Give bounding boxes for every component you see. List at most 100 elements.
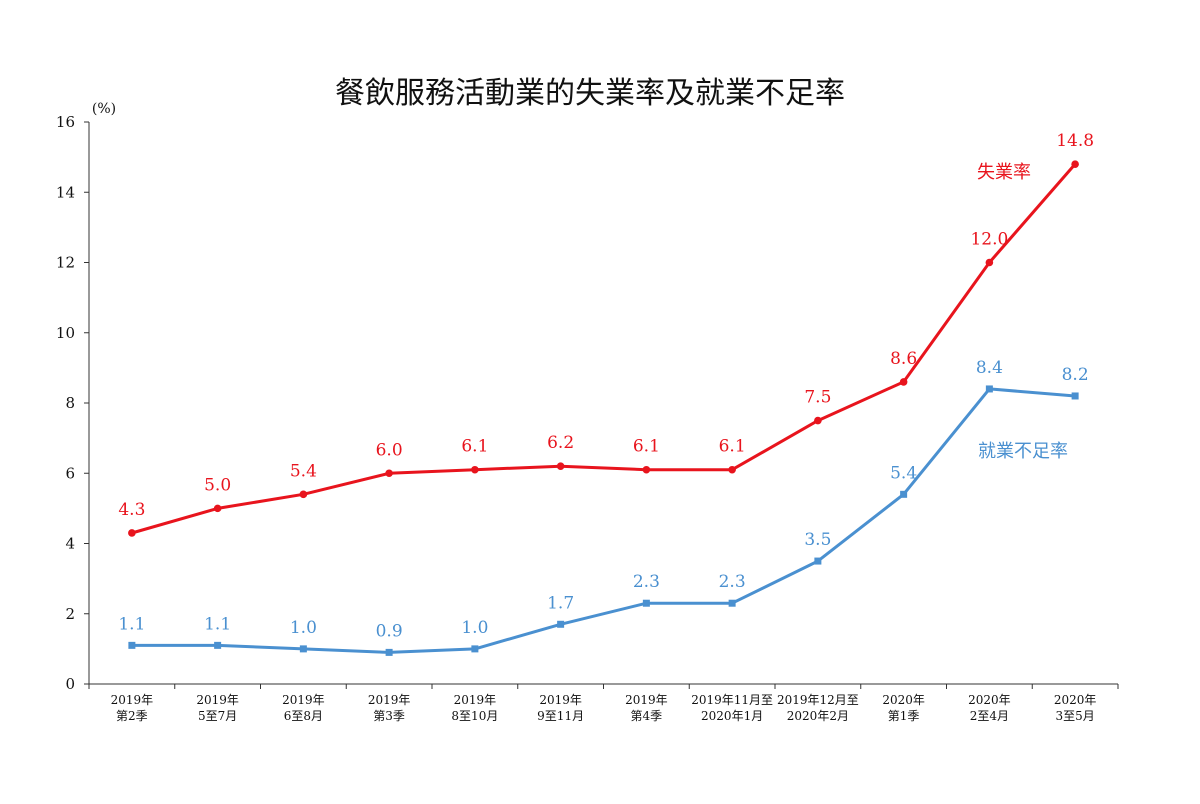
x-tick-label-line: 2019年: [111, 693, 154, 707]
data-label: 12.0: [970, 230, 1008, 250]
data-label: 1.1: [118, 614, 145, 634]
y-tick-label: 14: [56, 183, 75, 201]
data-point: [642, 465, 651, 474]
x-tick-label-line: 2019年: [368, 693, 411, 707]
x-tick-label-line: 2至4月: [970, 709, 1009, 723]
data-point: [728, 465, 736, 474]
series-line-1: [131, 387, 1076, 654]
series-line-0: [131, 163, 1077, 535]
data-point: [128, 529, 136, 537]
x-tick-label-line: 2020年1月: [701, 709, 763, 723]
x-tick-label-line: 2020年: [882, 693, 925, 707]
data-point: [728, 599, 736, 607]
y-tick-label: 8: [65, 394, 75, 412]
x-tick-label-line: 8至10月: [451, 709, 498, 723]
data-label: 0.9: [376, 621, 403, 641]
data-label: 6.2: [547, 433, 574, 453]
data-label: 6.1: [633, 437, 660, 457]
data-label: 1.1: [204, 614, 231, 634]
data-label: 1.0: [461, 618, 488, 638]
x-tick-label: 2019年第4季: [625, 693, 668, 723]
data-label: 8.6: [890, 349, 917, 369]
data-label: 6.1: [719, 437, 746, 457]
x-tick-label-line: 9至11月: [537, 709, 584, 723]
x-tick-label: 2019年第2季: [111, 693, 154, 723]
y-tick-label: 10: [56, 324, 75, 342]
x-tick-label-line: 2019年: [282, 693, 325, 707]
data-point: [814, 557, 822, 565]
data-point: [556, 462, 565, 471]
data-point: [1071, 160, 1079, 168]
data-point: [1071, 392, 1079, 400]
x-tick-label: 2020年 2至4月: [968, 693, 1011, 723]
x-tick-label-line: 2019年: [454, 693, 497, 707]
data-label: 2.3: [633, 572, 660, 592]
data-label: 4.3: [118, 500, 145, 520]
x-tick-label-line: 2020年: [1054, 693, 1097, 707]
chart-title: 餐飲服務活動業的失業率及就業不足率: [335, 76, 845, 111]
x-tick-label: 2020年第1季: [882, 693, 925, 723]
series-label-unemployment: 失業率: [977, 162, 1031, 183]
x-tick-label: 2019年11月至 2020年1月: [691, 693, 773, 723]
x-tick-label-line: 5至7月: [198, 709, 237, 723]
x-tick-label-line: 2020年2月: [787, 709, 849, 723]
x-tick-label-line: 第3季: [373, 709, 405, 723]
x-tick-label-line: 2019年12月至: [777, 693, 859, 707]
data-point: [299, 645, 307, 653]
y-axis-unit: (%): [92, 101, 116, 117]
data-point: [557, 620, 565, 628]
data-label: 6.0: [376, 440, 403, 460]
data-point: [214, 641, 222, 649]
data-point: [128, 641, 136, 649]
y-tick-label: 0: [65, 675, 75, 693]
data-label: 3.5: [804, 530, 831, 550]
data-point: [385, 469, 393, 478]
data-point: [471, 465, 479, 474]
data-label: 14.8: [1056, 131, 1094, 151]
data-label: 1.0: [290, 618, 317, 638]
x-tick-label-line: 第2季: [116, 709, 148, 723]
data-label: 6.1: [461, 437, 488, 457]
data-point: [985, 385, 993, 393]
x-tick-label-line: 2019年11月至: [691, 693, 773, 707]
data-label: 5.4: [290, 461, 317, 481]
data-point: [900, 490, 908, 498]
data-label: 8.2: [1062, 365, 1089, 385]
data-point: [899, 378, 908, 386]
x-tick-label: 2019年 8至10月: [451, 693, 498, 723]
data-label: 1.7: [547, 593, 574, 613]
x-tick-label: 2019年 5至7月: [196, 693, 239, 723]
data-label: 7.5: [804, 388, 831, 408]
data-point: [385, 648, 393, 656]
data-point: [471, 645, 479, 653]
y-tick-label: 16: [56, 113, 75, 131]
x-tick-label: 2019年第3季: [368, 693, 411, 723]
x-tick-label: 2019年12月至 2020年2月: [777, 693, 859, 723]
x-tick-label-line: 第1季: [888, 709, 920, 723]
x-tick-label-line: 6至8月: [284, 709, 323, 723]
series-layer: 4.3 5.0 5.4 6.0 6.1 6.2 6.1 6.1 7.5 8.6 12.0 14.8 1.…: [118, 131, 1094, 656]
data-point: [814, 416, 822, 425]
x-tick-label: 2020年 3至5月: [1054, 693, 1097, 723]
series-label-underemployment: 就業不足率: [978, 441, 1068, 462]
data-label: 5.0: [204, 475, 231, 495]
x-tick-label-line: 2019年: [196, 693, 239, 707]
y-tick-label: 12: [56, 254, 75, 272]
data-label: 2.3: [719, 572, 746, 592]
y-tick-label: 4: [65, 535, 75, 553]
x-tick-label: 2019年 6至8月: [282, 693, 325, 723]
x-tick-label-line: 第4季: [631, 709, 663, 723]
data-label: 5.4: [890, 463, 917, 483]
data-point: [299, 490, 308, 499]
data-point: [642, 599, 650, 607]
y-tick-label: 2: [65, 605, 75, 623]
y-tick-label: 6: [65, 464, 75, 482]
x-tick-label: 2019年 9至11月: [537, 693, 584, 723]
data-point: [985, 258, 994, 267]
x-tick-label-line: 2019年: [539, 693, 582, 707]
x-tick-label-line: 2020年: [968, 693, 1011, 707]
data-point: [213, 504, 222, 513]
x-tick-label-line: 2019年: [625, 693, 668, 707]
